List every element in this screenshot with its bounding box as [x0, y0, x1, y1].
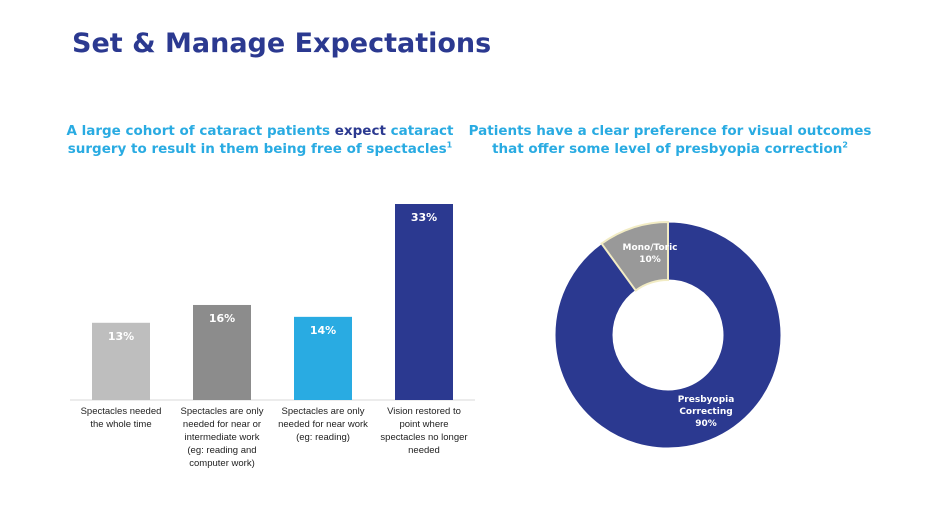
bar-category-label: Spectacles are only needed for near or int… — [172, 405, 272, 470]
category-label-line: Vision restored to — [387, 406, 461, 417]
bar-data-label: 33% — [411, 211, 437, 224]
bar-chart-subtitle: A large cohort of cataract patients expe… — [40, 122, 480, 158]
bar-data-label: 16% — [209, 312, 235, 325]
category-label-line: (eg: reading and — [187, 445, 257, 456]
category-label-line: needed for near work — [278, 419, 368, 430]
subtitle-text-emphasis: expect — [334, 123, 386, 139]
bar — [92, 322, 150, 400]
slice-label-line: 10% — [639, 255, 661, 265]
slice-label-line: Correcting — [679, 407, 732, 417]
category-label-line: point where — [399, 419, 449, 430]
slice-label: Presbyopia Correcting 90% — [678, 395, 735, 429]
bar — [294, 316, 352, 400]
subtitle-text-part1: A large cohort of cataract patients — [66, 123, 335, 139]
slice-label-line: 90% — [695, 419, 717, 429]
category-label-line: Spectacles needed — [80, 406, 162, 417]
bar — [395, 204, 453, 400]
category-label-line: spectacles no longer — [380, 432, 468, 443]
category-label-line: Spectacles are only — [180, 406, 264, 417]
bar-category-label: Spectacles are only needed for near work (… — [273, 405, 373, 444]
slice-mono-toric — [600, 220, 669, 292]
slice-presbyopia-correcting — [554, 221, 782, 449]
donut-chart-subtitle: Patients have a clear preference for vis… — [460, 122, 880, 158]
slice-label: Mono/Toric 10% — [622, 243, 677, 265]
category-label-line: the whole time — [90, 419, 152, 430]
bar-category-label: Vision restored to point where spectacles … — [374, 405, 474, 457]
category-label-line: intermediate work — [184, 432, 260, 443]
category-label-line: computer work) — [189, 458, 255, 469]
category-label-line: needed — [408, 445, 440, 456]
category-label-line: (eg: reading) — [296, 432, 350, 443]
bar-data-label: 13% — [108, 330, 134, 343]
category-label-line: needed for near or — [182, 419, 262, 430]
footnote-ref: 2 — [842, 140, 848, 150]
bar-data-label: 14% — [310, 324, 336, 337]
footnote-ref: 1 — [446, 140, 453, 150]
slide-title: Set & Manage Expectations — [72, 28, 492, 59]
slice-label-line: Presbyopia — [678, 395, 735, 405]
category-label-line: Spectacles are only — [281, 406, 365, 417]
bar-category-label: Spectacles needed the whole time — [71, 405, 171, 431]
slice-label-line: Mono/Toric — [622, 243, 677, 253]
bar — [193, 304, 251, 400]
subtitle-text: Patients have a clear preference for vis… — [468, 123, 872, 157]
subtitle-text-part3: cataract surgery to result in them being… — [67, 123, 454, 157]
